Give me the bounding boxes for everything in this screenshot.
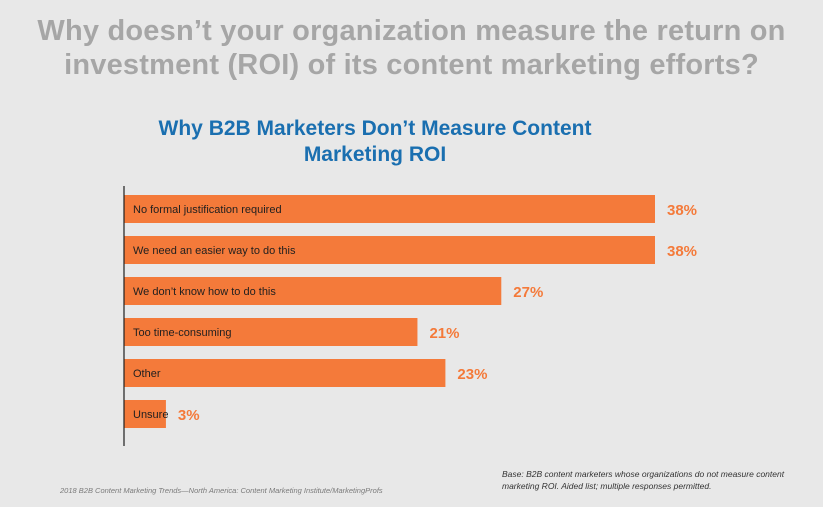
bar-value-label: 27% [513,284,543,301]
chart-title: Why B2B Marketers Don’t Measure Content … [158,117,592,166]
bar-category-label: Too time-consuming [133,327,231,339]
bar [124,359,446,387]
bar-value-label: 23% [457,366,487,383]
bar-category-label: Other [133,368,161,380]
bar-category-label: No formal justification required [133,204,282,216]
base-note: Base: B2B content marketers whose organi… [502,469,785,491]
bar-category-label: Unsure [133,409,168,421]
bar [124,400,166,428]
bar [124,236,655,264]
bar-category-label: We don’t know how to do this [133,286,276,298]
bar-value-label: 3% [178,407,200,424]
bar [124,318,418,346]
bar-category-label: We need an easier way to do this [133,245,296,257]
bar-value-label: 21% [429,325,459,342]
source-note: 2018 B2B Content Marketing Trends—North … [60,486,383,495]
page-headline: Why doesn’t your organization measure th… [37,15,786,81]
bar [124,277,502,305]
bar-value-label: 38% [667,243,697,260]
bar-value-label: 38% [667,202,697,219]
bar [124,195,655,223]
